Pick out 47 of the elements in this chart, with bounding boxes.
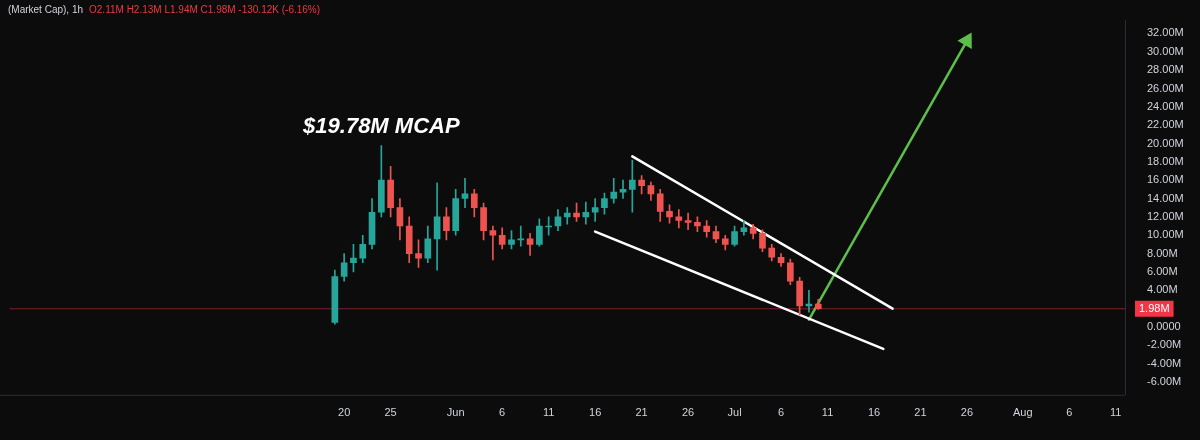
ref-line-label: 1.98M (1139, 301, 1170, 314)
y-tick-label: 10.00M (1147, 228, 1184, 241)
y-tick-label: 24.00M (1147, 99, 1184, 112)
x-tick-label: 6 (1066, 406, 1073, 419)
candlestick (628, 159, 636, 213)
y-tick-label: -2.00M (1147, 338, 1182, 351)
y-tick-label: 28.00M (1147, 63, 1184, 76)
chart-subtitle: O2.11M H2.13M L1.94M C1.98M -130.12K (-6.16%) (89, 4, 321, 15)
x-tick-label: 6 (777, 406, 785, 419)
annotation: $19.78M MCAP (302, 112, 460, 138)
y-tick-label: 30.00M (1147, 44, 1184, 57)
x-tick-label: 6 (499, 406, 506, 419)
candlestick (489, 225, 497, 261)
y-tick-label: 16.00M (1147, 173, 1184, 186)
y-tick-label: -4.00M (1147, 356, 1182, 369)
y-tick-label: 0.0000 (1147, 319, 1181, 332)
y-tick-label: 22.00M (1147, 118, 1184, 131)
x-tick-label: 11 (1109, 406, 1122, 419)
candlestick (591, 198, 599, 222)
x-tick-label: 11 (821, 406, 834, 419)
y-tick-label: 14.00M (1147, 191, 1184, 204)
x-tick-label: 16 (589, 406, 602, 419)
y-tick-label: 12.00M (1147, 209, 1184, 222)
candlestick (517, 225, 525, 247)
y-tick-label: 20.00M (1147, 136, 1184, 149)
y-tick-label: 6.00M (1147, 264, 1178, 277)
x-tick-label: Jun (446, 406, 465, 419)
y-tick-label: 8.00M (1147, 246, 1178, 259)
candlestick (675, 209, 683, 229)
x-tick-label: 16 (867, 406, 881, 419)
y-tick-label: 32.00M (1147, 26, 1184, 39)
candlestick (684, 212, 692, 231)
x-tick-label: 20 (338, 406, 351, 419)
x-tick-label: 26 (681, 406, 695, 419)
x-tick-label: Jul (727, 406, 742, 419)
x-tick-label: Aug (1012, 406, 1033, 419)
x-tick-label: 11 (542, 406, 555, 419)
chart-title: (Market Cap), 1h (8, 4, 84, 15)
x-tick-label: 21 (914, 406, 927, 419)
x-tick-label: 21 (635, 406, 648, 419)
y-tick-label: 18.00M (1147, 154, 1184, 167)
y-tick-label: 4.00M (1147, 283, 1178, 296)
y-tick-label: 26.00M (1147, 81, 1184, 94)
x-tick-label: 25 (384, 406, 397, 419)
x-tick-label: 26 (960, 406, 974, 419)
y-tick-label: -6.00M (1147, 374, 1182, 387)
candlestick (563, 207, 571, 225)
